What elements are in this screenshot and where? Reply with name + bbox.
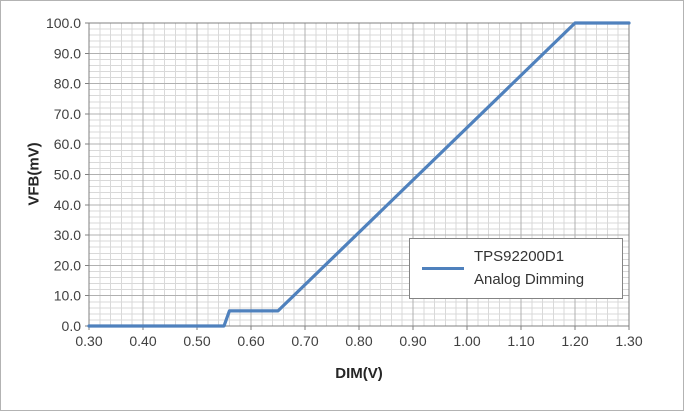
svg-text:80.0: 80.0 <box>54 76 81 92</box>
svg-text:0.40: 0.40 <box>129 333 156 349</box>
svg-text:0.80: 0.80 <box>345 333 372 349</box>
svg-text:1.20: 1.20 <box>561 333 588 349</box>
svg-text:0.50: 0.50 <box>183 333 210 349</box>
svg-text:0.60: 0.60 <box>237 333 264 349</box>
svg-text:40.0: 40.0 <box>54 197 81 213</box>
y-tick-labels: 0.0 10.0 20.0 30.0 40.0 50.0 60.0 70.0 80.0 90.0 1… <box>46 15 81 334</box>
svg-text:0.90: 0.90 <box>399 333 426 349</box>
svg-text:90.0: 90.0 <box>54 45 81 61</box>
svg-text:100.0: 100.0 <box>46 15 81 31</box>
legend: TPS92200D1 Analog Dimming <box>409 238 623 299</box>
svg-text:1.10: 1.10 <box>507 333 534 349</box>
series-line <box>87 21 631 328</box>
svg-text:50.0: 50.0 <box>54 167 81 183</box>
x-tick-labels: 0.30 0.40 0.50 0.60 0.70 0.80 0.90 1.00 1.10 1.20… <box>75 333 642 349</box>
x-axis-title: DIM(V) <box>335 365 383 382</box>
svg-text:1.30: 1.30 <box>615 333 642 349</box>
svg-text:20.0: 20.0 <box>54 257 81 273</box>
svg-text:30.0: 30.0 <box>54 227 81 243</box>
svg-text:60.0: 60.0 <box>54 136 81 152</box>
svg-text:1.00: 1.00 <box>453 333 480 349</box>
axis-ticks <box>85 22 630 330</box>
legend-label: TPS92200D1 Analog Dimming <box>474 248 585 288</box>
svg-text:0.30: 0.30 <box>75 333 102 349</box>
y-axis-title: VFB(mV) <box>25 142 43 206</box>
legend-line-sample <box>422 267 464 270</box>
svg-text:0.0: 0.0 <box>62 318 82 334</box>
svg-text:0.70: 0.70 <box>291 333 318 349</box>
svg-text:70.0: 70.0 <box>54 106 81 122</box>
svg-text:10.0: 10.0 <box>54 288 81 304</box>
